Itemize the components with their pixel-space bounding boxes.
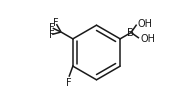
Text: F: F: [49, 23, 55, 33]
Text: B: B: [128, 28, 135, 38]
Text: OH: OH: [140, 34, 155, 44]
Text: OH: OH: [138, 19, 153, 29]
Text: F: F: [53, 18, 59, 28]
Text: F: F: [66, 78, 72, 88]
Text: F: F: [49, 30, 54, 40]
